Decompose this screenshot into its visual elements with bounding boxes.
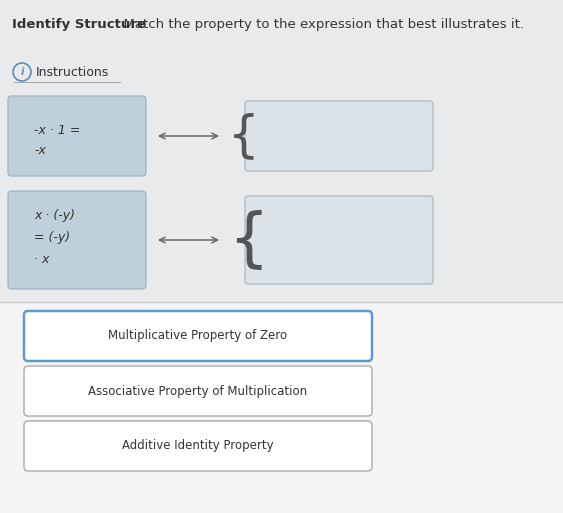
FancyBboxPatch shape	[8, 191, 146, 289]
Text: -x: -x	[34, 144, 46, 157]
Text: · x: · x	[34, 253, 50, 266]
Text: Associative Property of Multiplication: Associative Property of Multiplication	[88, 385, 307, 398]
FancyBboxPatch shape	[245, 196, 433, 284]
FancyBboxPatch shape	[0, 302, 563, 513]
Text: Multiplicative Property of Zero: Multiplicative Property of Zero	[109, 329, 288, 343]
FancyBboxPatch shape	[24, 366, 372, 416]
Text: -x · 1 =: -x · 1 =	[34, 124, 81, 137]
Text: i: i	[20, 67, 24, 77]
Text: Identify Structure: Identify Structure	[12, 18, 146, 31]
Text: x · (-y): x · (-y)	[34, 209, 75, 222]
Text: {: {	[228, 209, 269, 271]
FancyBboxPatch shape	[24, 421, 372, 471]
Text: Match the property to the expression that best illustrates it.: Match the property to the expression tha…	[115, 18, 524, 31]
Text: {: {	[228, 112, 260, 160]
Text: Additive Identity Property: Additive Identity Property	[122, 440, 274, 452]
Text: Instructions: Instructions	[36, 66, 109, 78]
FancyBboxPatch shape	[8, 96, 146, 176]
Text: = (-y): = (-y)	[34, 231, 70, 244]
FancyBboxPatch shape	[245, 101, 433, 171]
FancyBboxPatch shape	[24, 311, 372, 361]
